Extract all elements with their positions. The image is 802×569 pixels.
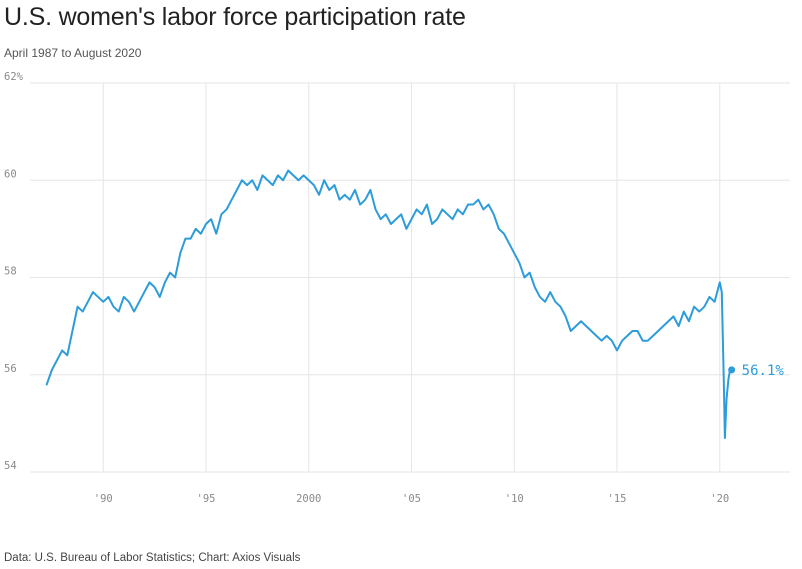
x-tick-label: '10 [505, 493, 524, 505]
y-tick-label: 58 [4, 266, 17, 278]
x-tick-label: '90 [94, 493, 113, 505]
x-tick-label: '95 [197, 493, 216, 505]
x-tick-label: '05 [402, 493, 421, 505]
y-axis-tick-labels: 62% 60 58 56 54 [4, 71, 24, 472]
y-tick-label: 56 [4, 363, 17, 375]
x-axis-tick-labels: '90 '95 2000 '05 '10 '15 '20 [94, 493, 729, 505]
x-tick-label: '15 [608, 493, 627, 505]
y-tick-label: 60 [4, 168, 17, 180]
last-value-label: 56.1% [742, 363, 785, 379]
series-group: 56.1% [45, 169, 785, 439]
chart-title: U.S. women's labor force participation r… [4, 3, 466, 31]
vertical-gridlines [102, 83, 721, 472]
y-tick-label: 54 [4, 460, 17, 472]
x-tick-label: 2000 [296, 493, 321, 505]
chart-subtitle: April 1987 to August 2020 [4, 46, 142, 60]
last-point-marker [728, 366, 736, 374]
y-tick-label: 62% [4, 71, 24, 83]
x-tick-label: '20 [710, 493, 729, 505]
horizontal-gridlines [30, 82, 790, 473]
source-note: Data: U.S. Bureau of Labor Statistics; C… [4, 552, 301, 564]
series-line [45, 169, 733, 439]
